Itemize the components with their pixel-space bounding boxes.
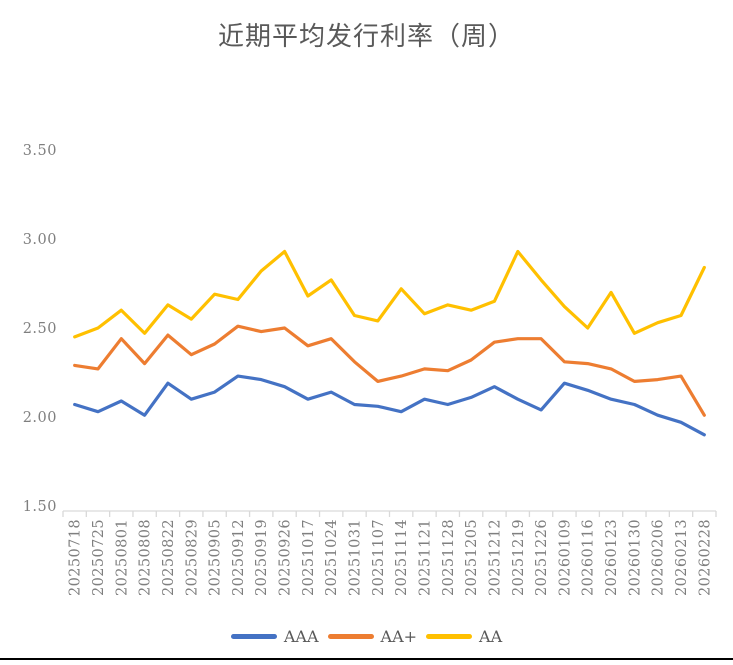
x-axis-tick-label: 20251226: [534, 519, 550, 596]
x-axis-tick-label: 20250808: [138, 519, 154, 596]
x-axis-tick-label: 20251031: [348, 519, 364, 596]
x-axis-tick-label: 20251219: [511, 519, 527, 596]
legend-label-aaa: AAA: [283, 626, 319, 646]
x-axis-tick-label: 20251121: [417, 519, 433, 596]
y-axis-tick-label: 2.50: [23, 321, 57, 337]
x-axis-tick-label: 20250801: [114, 519, 130, 596]
x-axis-tick-label: 20260123: [604, 519, 620, 596]
x-axis-tick-label: 20250926: [278, 519, 294, 596]
x-axis-tick-label: 20250919: [254, 519, 270, 596]
x-axis-tick-label: 20250718: [68, 519, 84, 596]
x-axis-tick-label: 20251024: [324, 519, 340, 596]
x-axis-tick-label: 20260213: [674, 519, 690, 596]
x-axis-tick-label: 20260109: [557, 519, 573, 596]
x-axis-tick-label: 20251212: [487, 519, 503, 596]
legend-item-aa-plus: AA+: [327, 626, 418, 646]
x-axis-tick-label: 20260206: [651, 519, 667, 596]
legend-label-aa-plus: AA+: [380, 626, 418, 646]
chart-title: 近期平均发行利率（周）: [217, 22, 515, 52]
x-axis-tick-label: 20260116: [581, 519, 597, 596]
x-axis-tick-label: 20250822: [161, 519, 177, 596]
x-axis-tick-label: 20260228: [697, 519, 713, 596]
x-axis-tick-label: 20250725: [91, 519, 107, 596]
x-axis-tick-label: 20251128: [441, 519, 457, 596]
x-axis-tick-label: 20251114: [394, 519, 410, 596]
x-axis-tick-label: 20251107: [371, 519, 387, 596]
x-axis-tick-label: 20251017: [301, 519, 317, 596]
x-axis-tick-label: 20250829: [184, 519, 200, 596]
y-axis-tick-label: 3.00: [23, 232, 57, 248]
legend-swatch-aaa: [230, 633, 277, 639]
x-axis-tick-label: 20260130: [627, 519, 643, 596]
bottom-border: [0, 658, 733, 660]
y-axis-tick-label: 2.00: [23, 410, 57, 426]
x-axis-tick-label: 20250905: [208, 519, 224, 596]
y-axis-tick-label: 3.50: [23, 143, 57, 159]
x-axis-tick-label: 20251205: [464, 519, 480, 596]
legend: AAA AA+ AA: [0, 626, 733, 646]
series-line-aaa: [73, 374, 706, 437]
y-axis-tick-label: 1.50: [23, 499, 57, 515]
legend-item-aa: AA: [426, 627, 502, 646]
series-line-aa-plus: [73, 324, 706, 417]
legend-swatch-aa: [426, 633, 473, 639]
legend-swatch-aa-plus: [327, 633, 374, 639]
series-line-aa: [73, 249, 706, 339]
legend-label-aa: AA: [479, 626, 503, 646]
x-axis-tick-label: 20250912: [231, 519, 247, 596]
legend-item-aaa: AAA: [230, 626, 319, 646]
